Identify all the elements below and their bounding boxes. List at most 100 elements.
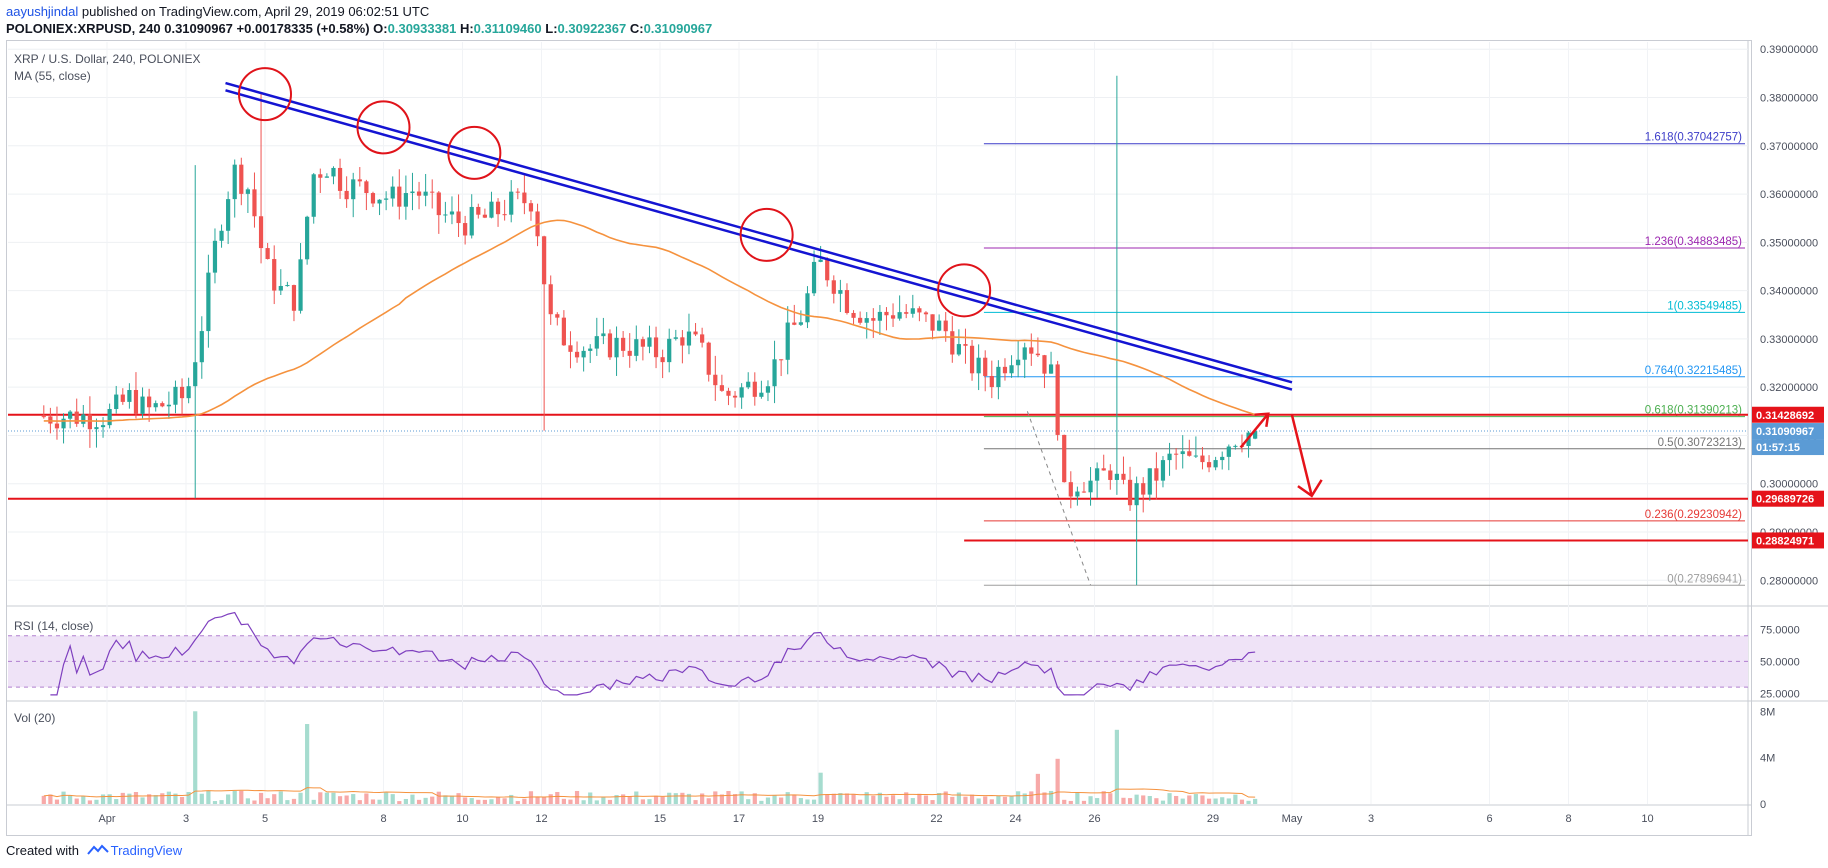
volume-bar <box>858 799 863 804</box>
candle-body <box>305 216 310 260</box>
fib-level-label: 0(0.27896941) <box>1667 573 1742 585</box>
candle-body <box>1022 347 1027 360</box>
candle-body <box>937 320 942 331</box>
volume-bar <box>574 790 580 804</box>
created-with-text: Created with <box>6 843 79 858</box>
price-change: +0.00178335 (+0.58%) <box>236 21 370 36</box>
price-tick-label: 0.35000000 <box>1760 237 1818 249</box>
close-value: 0.31090967 <box>643 21 713 36</box>
symbol-label: POLONIEX:XRPUSD, 240 <box>6 21 161 36</box>
price-tick-label: 0.39000000 <box>1760 44 1818 56</box>
volume-bar <box>1108 793 1113 804</box>
time-tick-label: 17 <box>733 813 745 825</box>
volume-bar <box>173 793 178 804</box>
rsi-tick-label: 75.0000 <box>1760 624 1800 636</box>
volume-bar <box>239 790 244 804</box>
volume-bar <box>825 794 830 804</box>
volume-bar <box>311 799 316 804</box>
candle-body <box>186 386 191 399</box>
time-tick-label: 24 <box>1009 813 1021 825</box>
candle-body <box>272 259 277 291</box>
volume-bar <box>515 801 520 804</box>
rsi-band <box>8 635 1748 688</box>
volume-bar <box>943 791 948 804</box>
candle-body <box>930 314 935 331</box>
candle-body <box>384 198 389 200</box>
volume-bar <box>1075 792 1080 804</box>
candle-body <box>976 357 981 374</box>
volume-bar <box>996 796 1001 804</box>
volume-bar <box>351 794 356 804</box>
volume-bar <box>364 793 369 804</box>
volume-bar <box>127 793 132 804</box>
touch-circles <box>238 67 992 318</box>
time-tick-label: 12 <box>535 813 547 825</box>
volume-bar <box>186 791 191 804</box>
volume-bar <box>864 792 869 804</box>
candle-body <box>463 223 468 236</box>
candle-body <box>759 392 764 397</box>
candle-body <box>100 425 106 428</box>
candle-body <box>989 375 994 388</box>
time-tick-label: 19 <box>812 813 824 825</box>
rsi-pane-title[interactable]: RSI (14, close) <box>14 619 94 633</box>
volume-bar <box>285 800 290 804</box>
candle-body <box>798 322 803 325</box>
candle-body <box>331 167 336 177</box>
candle-body <box>732 395 738 398</box>
candle-body <box>594 336 599 349</box>
rsi-line <box>50 611 1256 696</box>
time-tick-label: May <box>1282 813 1303 825</box>
volume-bar <box>713 791 718 804</box>
volume-bar <box>956 792 961 804</box>
volume-bar <box>160 793 165 804</box>
author-link[interactable]: aayushjindal <box>6 4 79 19</box>
candle-body <box>193 362 198 387</box>
trend-line <box>225 81 1293 384</box>
candle-body <box>245 189 250 194</box>
volume-bar <box>1226 798 1231 804</box>
candle-body <box>904 312 909 314</box>
touch-circle <box>238 67 292 122</box>
candle-body <box>653 337 659 358</box>
volume-bar <box>1029 791 1034 804</box>
volume-pane-title[interactable]: Vol (20) <box>14 711 56 725</box>
candle-body <box>640 339 645 347</box>
volume-bar <box>272 794 277 804</box>
volume-bar <box>1174 795 1179 804</box>
volume-bar <box>917 793 922 804</box>
candle-body <box>1042 355 1047 374</box>
volume-bar <box>739 791 744 804</box>
tradingview-link[interactable]: TradingView <box>110 843 183 858</box>
candle-body <box>1075 491 1080 497</box>
volume-bar <box>910 798 915 804</box>
candle-body <box>1180 451 1185 455</box>
volume-bar <box>74 798 79 804</box>
candle-body <box>74 411 79 424</box>
candle-body <box>87 414 92 430</box>
candle-body <box>509 191 514 215</box>
candle-body <box>430 191 435 193</box>
volume-bar <box>1009 796 1014 804</box>
volume-bar <box>884 796 889 804</box>
candle-body <box>831 280 836 294</box>
volume-bar <box>890 795 896 804</box>
volume-bar <box>436 791 441 804</box>
candle-body <box>502 214 507 216</box>
candle-body <box>686 331 692 346</box>
volume-bar <box>54 799 60 804</box>
ma-indicator-label[interactable]: MA (55, close) <box>14 69 91 83</box>
candle-body <box>390 186 395 199</box>
up-arrow-line <box>1239 412 1270 449</box>
volume-bar <box>706 798 711 804</box>
volume-bar <box>390 794 395 804</box>
volume-bar <box>495 796 501 804</box>
volume-bar <box>588 792 593 804</box>
candle-body <box>607 333 613 358</box>
volume-bar <box>212 801 218 804</box>
candle-body <box>943 320 948 332</box>
price-tick-label: 0.37000000 <box>1760 141 1818 153</box>
candle-body <box>278 285 283 291</box>
volume-bar <box>831 793 836 804</box>
